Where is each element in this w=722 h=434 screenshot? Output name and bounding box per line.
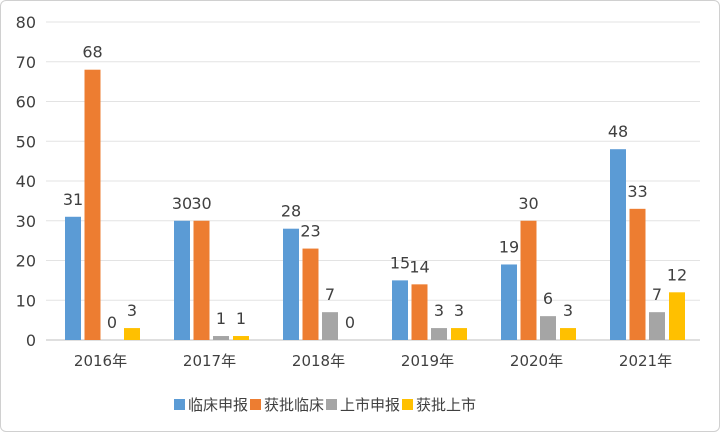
legend-swatch: [250, 399, 261, 410]
data-label: 3: [127, 301, 137, 320]
data-label: 28: [281, 202, 301, 221]
data-label: 30: [191, 194, 211, 213]
bar: [213, 336, 229, 340]
bar: [193, 220, 210, 340]
bar: [84, 69, 101, 340]
data-label: 7: [325, 285, 335, 304]
data-label: 1: [236, 309, 246, 328]
bar: [411, 284, 428, 340]
bar: [501, 264, 517, 340]
data-label: 23: [300, 222, 320, 241]
data-label: 15: [390, 253, 410, 272]
y-tick-label: 30: [16, 212, 36, 231]
data-label: 3: [454, 301, 464, 320]
x-tick-label: 2021年: [619, 352, 672, 370]
x-tick-label: 2018年: [292, 352, 345, 370]
data-label: 31: [63, 190, 83, 209]
data-label: 19: [499, 237, 519, 256]
bar: [520, 220, 537, 340]
data-label: 12: [667, 265, 687, 284]
data-label: 1: [216, 309, 226, 328]
x-tick-label: 2016年: [74, 352, 127, 370]
data-label: 0: [107, 313, 117, 332]
bar: [124, 328, 140, 340]
data-label: 48: [608, 122, 628, 141]
data-label: 68: [82, 43, 102, 62]
data-label: 30: [172, 194, 192, 213]
y-tick-label: 70: [16, 53, 36, 72]
legend-swatch: [326, 399, 337, 410]
data-label: 33: [627, 182, 647, 201]
bar: [283, 228, 299, 340]
bar: [560, 328, 576, 340]
data-label: 3: [563, 301, 573, 320]
bar: [233, 336, 249, 340]
bar: [669, 292, 685, 340]
data-label: 6: [543, 289, 553, 308]
bar: [451, 328, 467, 340]
bar: [174, 220, 190, 340]
data-label: 3: [434, 301, 444, 320]
data-label: 0: [345, 313, 355, 332]
legend-label: 上市申报: [340, 396, 400, 414]
data-label: 14: [409, 257, 429, 276]
x-tick-label: 2017年: [183, 352, 236, 370]
bar: [610, 149, 626, 340]
bar: [431, 328, 447, 340]
y-tick-label: 0: [26, 331, 36, 350]
bar: [540, 316, 556, 340]
legend-swatch: [174, 399, 185, 410]
y-tick-label: 50: [16, 132, 36, 151]
x-tick-label: 2019年: [401, 352, 454, 370]
y-tick-label: 60: [16, 93, 36, 112]
y-tick-label: 80: [16, 13, 36, 32]
bar: [649, 312, 665, 340]
y-tick-label: 40: [16, 172, 36, 191]
legend-label: 临床申报: [188, 396, 248, 414]
y-tick-label: 20: [16, 252, 36, 271]
legend-swatch: [402, 399, 413, 410]
bar: [65, 216, 81, 340]
bar: [302, 248, 319, 340]
bar: [322, 312, 338, 340]
x-tick-label: 2020年: [510, 352, 563, 370]
bar: [629, 208, 646, 340]
legend-label: 获批上市: [416, 396, 476, 414]
data-label: 7: [652, 285, 662, 304]
bar: [392, 280, 408, 340]
legend-label: 获批临床: [264, 396, 324, 414]
y-tick-label: 10: [16, 291, 36, 310]
data-label: 30: [518, 194, 538, 213]
